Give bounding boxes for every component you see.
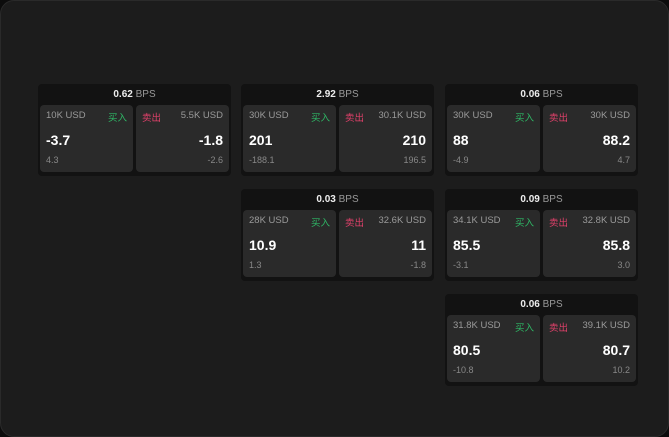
spread-unit: BPS (338, 89, 359, 100)
buy-card[interactable]: 31.8K USD 买入 80.5 -10.8 (447, 315, 540, 382)
ask-price: 210 (402, 132, 426, 148)
bid-change: -3.1 (453, 260, 469, 270)
bid-change: 4.3 (46, 155, 59, 165)
bid-price: 10.9 (249, 237, 277, 253)
sell-label: 卖出 (345, 113, 365, 124)
buy-card[interactable]: 10K USD 买入 -3.7 4.3 (40, 105, 133, 172)
spread-unit: BPS (338, 194, 359, 205)
bid-change: -10.8 (453, 365, 474, 375)
bid-size: 10K USD (46, 110, 86, 121)
bid-change: 1.3 (249, 260, 262, 270)
spread-unit: BPS (542, 299, 563, 310)
buy-card[interactable]: 30K USD 买入 88 -4.9 (447, 105, 540, 172)
bid-size: 31.8K USD (453, 320, 501, 331)
sell-label: 卖出 (142, 113, 162, 124)
ask-change: 3.0 (617, 260, 630, 270)
spread-value: 2.92 (316, 89, 336, 100)
bid-change: -188.1 (249, 155, 275, 165)
spread-value: 0.06 (520, 89, 540, 100)
sell-card[interactable]: 卖出 5.5K USD -1.8 -2.6 (136, 105, 229, 172)
spread-unit: BPS (542, 194, 563, 205)
quote-widget: 0.62 BPS 10K USD 买入 -3.7 4.3 卖出 5.5K USD -… (38, 84, 231, 176)
spread-header: 0.09 BPS (445, 189, 638, 210)
quote-widget: 0.09 BPS 34.1K USD 买入 85.5 -3.1 卖出 32.8K U… (445, 189, 638, 281)
buy-card[interactable]: 28K USD 买入 10.9 1.3 (243, 210, 336, 277)
bid-size: 34.1K USD (453, 215, 501, 226)
buy-label: 买入 (514, 323, 534, 334)
ask-change: 196.5 (403, 155, 426, 165)
bid-change: -4.9 (453, 155, 469, 165)
sell-label: 卖出 (345, 218, 365, 229)
ask-price: 11 (411, 237, 426, 253)
buy-label: 买入 (310, 113, 330, 124)
buy-label: 买入 (107, 113, 127, 124)
ask-size: 32.8K USD (582, 215, 630, 226)
spread-unit: BPS (135, 89, 156, 100)
ask-change: 4.7 (617, 155, 630, 165)
sell-card[interactable]: 卖出 39.1K USD 80.7 10.2 (543, 315, 636, 382)
ask-change: 10.2 (612, 365, 630, 375)
buy-label: 买入 (514, 218, 534, 229)
ask-size: 39.1K USD (582, 320, 630, 331)
spread-header: 2.92 BPS (241, 84, 434, 105)
ask-change: -1.8 (410, 260, 426, 270)
spread-header: 0.03 BPS (241, 189, 434, 210)
sell-label: 卖出 (549, 323, 569, 334)
quote-widget: 0.06 BPS 31.8K USD 买入 80.5 -10.8 卖出 39.1K … (445, 294, 638, 386)
ask-size: 30.1K USD (378, 110, 426, 121)
bid-price: -3.7 (46, 132, 71, 148)
bid-price: 80.5 (453, 342, 481, 358)
bid-size: 30K USD (249, 110, 289, 121)
bid-price: 88 (453, 132, 469, 148)
ask-price: 85.8 (602, 237, 630, 253)
spread-header: 0.62 BPS (38, 84, 231, 105)
sell-label: 卖出 (549, 113, 569, 124)
bid-price: 85.5 (453, 237, 481, 253)
spread-value: 0.06 (520, 299, 540, 310)
ask-size: 5.5K USD (180, 110, 223, 121)
quote-widget: 0.06 BPS 30K USD 买入 88 -4.9 卖出 30K USD 88.… (445, 84, 638, 176)
sell-card[interactable]: 卖出 30.1K USD 210 196.5 (339, 105, 432, 172)
sell-card[interactable]: 卖出 32.6K USD 11 -1.8 (339, 210, 432, 277)
sell-card[interactable]: 卖出 32.8K USD 85.8 3.0 (543, 210, 636, 277)
buy-card[interactable]: 34.1K USD 买入 85.5 -3.1 (447, 210, 540, 277)
ask-size: 32.6K USD (378, 215, 426, 226)
ask-price: 80.7 (602, 342, 630, 358)
spread-header: 0.06 BPS (445, 294, 638, 315)
buy-label: 买入 (514, 113, 534, 124)
sell-card[interactable]: 卖出 30K USD 88.2 4.7 (543, 105, 636, 172)
ask-size: 30K USD (590, 110, 630, 121)
ask-price: 88.2 (602, 132, 630, 148)
buy-card[interactable]: 30K USD 买入 201 -188.1 (243, 105, 336, 172)
spread-header: 0.06 BPS (445, 84, 638, 105)
ask-change: -2.6 (207, 155, 223, 165)
spread-value: 0.09 (520, 194, 540, 205)
spread-value: 0.62 (113, 89, 133, 100)
sell-label: 卖出 (549, 218, 569, 229)
bid-size: 28K USD (249, 215, 289, 226)
bid-price: 201 (249, 132, 273, 148)
bid-size: 30K USD (453, 110, 493, 121)
buy-label: 买入 (310, 218, 330, 229)
ask-price: -1.8 (198, 132, 223, 148)
quote-widget: 0.03 BPS 28K USD 买入 10.9 1.3 卖出 32.6K USD … (241, 189, 434, 281)
spread-unit: BPS (542, 89, 563, 100)
spread-value: 0.03 (316, 194, 336, 205)
quote-widget: 2.92 BPS 30K USD 买入 201 -188.1 卖出 30.1K US… (241, 84, 434, 176)
